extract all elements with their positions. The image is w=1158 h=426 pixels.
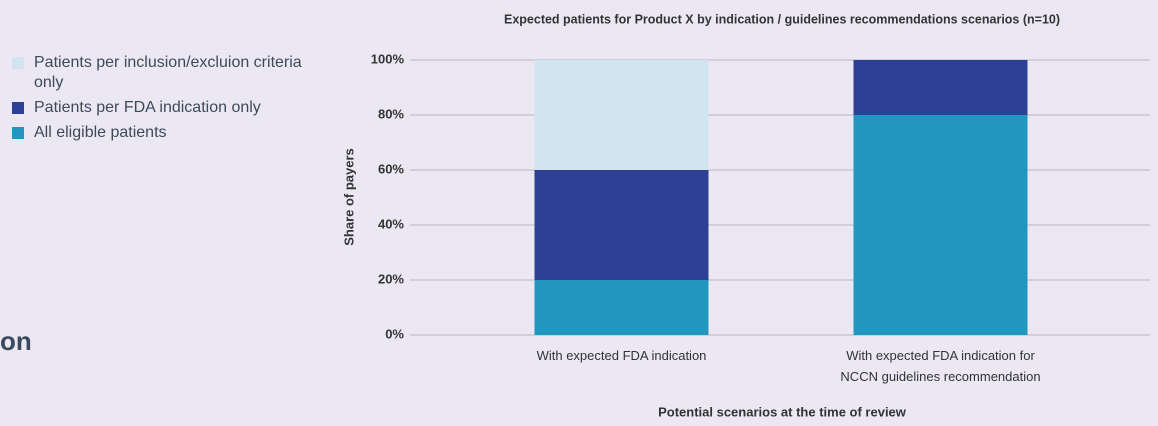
- legend-label: Patients per inclusion/excluion criteria…: [34, 54, 302, 91]
- bar-segment: [534, 170, 709, 280]
- bar-segment: [534, 280, 709, 335]
- legend-swatch: [12, 102, 24, 114]
- legend-item: All eligible patients: [12, 123, 312, 143]
- legend-item: Patients per FDA indication only: [12, 98, 312, 118]
- x-tick-label: With expected FDA indication for NCCN gu…: [840, 348, 1041, 384]
- y-tick-label: 80%: [378, 106, 404, 121]
- legend-swatch: [12, 127, 24, 139]
- side-heading: on: [0, 326, 32, 356]
- y-tick-label: 0%: [385, 326, 404, 341]
- legend-label: Patients per FDA indication only: [34, 99, 261, 116]
- bar-segment: [534, 60, 709, 170]
- legend-swatch: [12, 57, 24, 69]
- chart-title: Expected patients for Product X by indic…: [504, 12, 1060, 26]
- legend-item: Patients per inclusion/excluion criteria…: [12, 53, 312, 93]
- y-tick-label: 100%: [371, 51, 405, 66]
- legend: Patients per inclusion/excluion criteria…: [12, 53, 312, 148]
- x-axis-label: Potential scenarios at the time of revie…: [658, 404, 907, 419]
- x-tick-label: With expected FDA indication: [536, 348, 707, 363]
- y-axis-label: Share of payers: [341, 148, 356, 246]
- legend-label: All eligible patients: [34, 124, 167, 141]
- y-tick-label: 40%: [378, 216, 404, 231]
- y-tick-label: 60%: [378, 161, 404, 176]
- y-tick-label: 20%: [378, 271, 404, 286]
- bar-segment: [853, 115, 1028, 335]
- bar-segment: [853, 60, 1028, 115]
